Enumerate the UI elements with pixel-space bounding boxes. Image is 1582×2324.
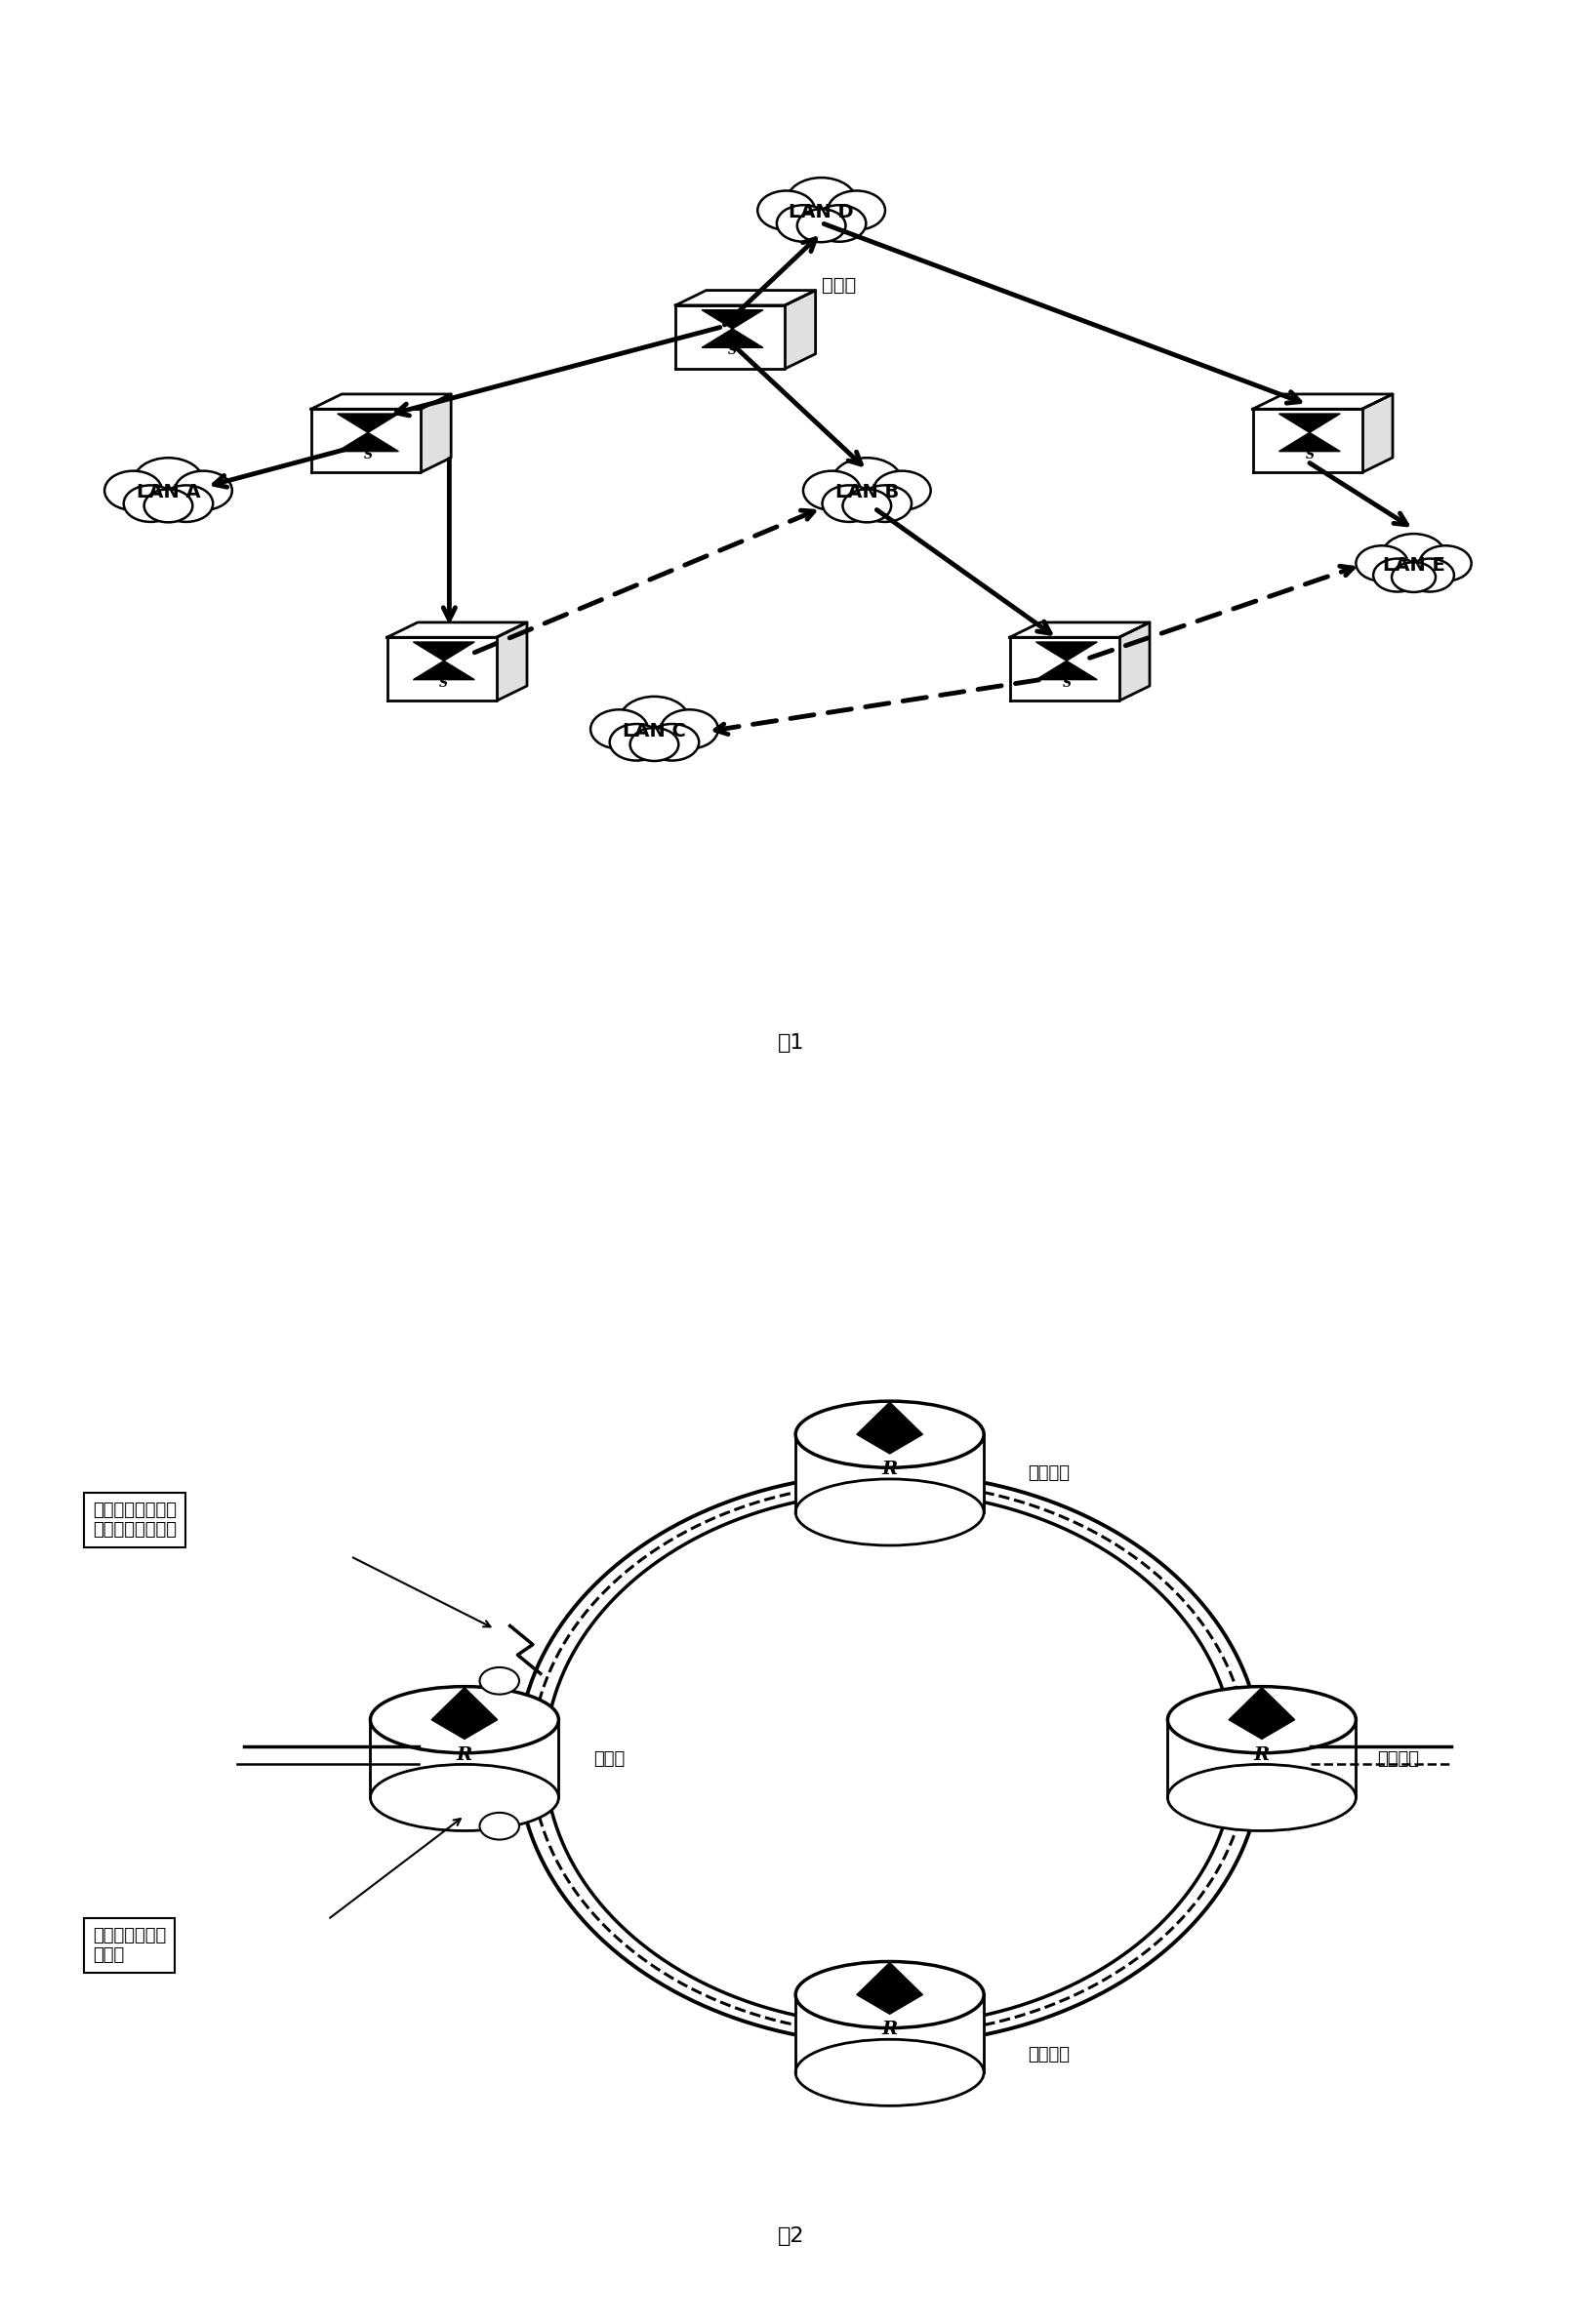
Circle shape — [123, 486, 177, 523]
Circle shape — [104, 472, 161, 511]
Circle shape — [832, 458, 902, 507]
Circle shape — [1373, 558, 1422, 593]
Circle shape — [661, 709, 718, 748]
Polygon shape — [676, 290, 816, 304]
Polygon shape — [857, 1961, 922, 2015]
Polygon shape — [337, 432, 399, 451]
Polygon shape — [312, 409, 421, 472]
Text: LAN E: LAN E — [1383, 555, 1444, 574]
Circle shape — [1405, 558, 1454, 593]
Text: 图1: 图1 — [778, 1032, 804, 1053]
Circle shape — [813, 205, 865, 242]
Ellipse shape — [796, 2040, 984, 2106]
Text: R: R — [881, 1462, 897, 1478]
Ellipse shape — [1168, 1687, 1356, 1752]
Circle shape — [645, 725, 699, 760]
Circle shape — [619, 697, 690, 744]
Circle shape — [857, 486, 911, 523]
Circle shape — [823, 486, 876, 523]
Polygon shape — [1009, 637, 1118, 702]
Circle shape — [786, 177, 856, 225]
Polygon shape — [312, 395, 451, 409]
Polygon shape — [421, 395, 451, 472]
Polygon shape — [388, 637, 497, 702]
Circle shape — [609, 725, 663, 760]
Polygon shape — [1253, 409, 1362, 472]
Circle shape — [1419, 546, 1471, 581]
Text: LAN D: LAN D — [789, 202, 854, 221]
Ellipse shape — [796, 1961, 984, 2029]
Text: 根节点: 根节点 — [821, 277, 856, 295]
Circle shape — [1392, 562, 1435, 593]
Polygon shape — [1278, 432, 1340, 451]
Text: S: S — [1305, 449, 1315, 460]
Text: 传输节点: 传输节点 — [1028, 2045, 1069, 2064]
Circle shape — [873, 472, 930, 511]
Text: 传输节点: 传输节点 — [1028, 1464, 1069, 1483]
Ellipse shape — [1168, 1764, 1356, 1831]
Circle shape — [797, 209, 846, 242]
Text: S: S — [1062, 676, 1071, 690]
Polygon shape — [1036, 641, 1098, 660]
Polygon shape — [785, 290, 816, 370]
Ellipse shape — [370, 1764, 558, 1831]
Circle shape — [590, 709, 649, 748]
Polygon shape — [857, 1401, 922, 1455]
Polygon shape — [676, 304, 785, 370]
Text: R: R — [881, 2022, 897, 2038]
Polygon shape — [413, 641, 475, 660]
FancyBboxPatch shape — [796, 1434, 984, 1513]
Circle shape — [758, 191, 815, 230]
Circle shape — [479, 1666, 519, 1694]
Circle shape — [827, 191, 886, 230]
Polygon shape — [1036, 660, 1098, 679]
Circle shape — [144, 488, 193, 523]
Ellipse shape — [370, 1687, 558, 1752]
Text: R: R — [1255, 1745, 1270, 1764]
Text: 链路故障，打开
副端口: 链路故障，打开 副端口 — [92, 1927, 166, 1964]
Text: R: R — [457, 1745, 473, 1764]
Polygon shape — [497, 623, 527, 702]
Polygon shape — [1118, 623, 1150, 702]
FancyBboxPatch shape — [1168, 1720, 1356, 1796]
Circle shape — [479, 1813, 519, 1841]
Circle shape — [630, 727, 679, 760]
Polygon shape — [337, 414, 399, 432]
Polygon shape — [1278, 414, 1340, 432]
Polygon shape — [388, 623, 527, 637]
Polygon shape — [702, 328, 763, 349]
Circle shape — [160, 486, 214, 523]
Text: LAN C: LAN C — [623, 723, 687, 741]
FancyBboxPatch shape — [370, 1720, 558, 1796]
Text: 主节点: 主节点 — [593, 1750, 625, 1769]
Polygon shape — [1362, 395, 1392, 472]
Text: LAN A: LAN A — [136, 483, 201, 502]
Polygon shape — [432, 1687, 497, 1738]
Text: 正常情况，主端口
工作，副端口阻塞: 正常情况，主端口 工作，副端口阻塞 — [92, 1501, 176, 1538]
Text: 图2: 图2 — [778, 2226, 804, 2245]
Circle shape — [804, 472, 861, 511]
FancyBboxPatch shape — [796, 1994, 984, 2073]
Circle shape — [1383, 535, 1446, 576]
Circle shape — [843, 488, 891, 523]
Polygon shape — [1229, 1687, 1294, 1738]
Circle shape — [174, 472, 233, 511]
Circle shape — [1356, 546, 1408, 581]
Text: LAN B: LAN B — [835, 483, 899, 502]
Text: S: S — [440, 676, 448, 690]
Circle shape — [777, 205, 831, 242]
Polygon shape — [1253, 395, 1392, 409]
Polygon shape — [413, 660, 475, 679]
Ellipse shape — [796, 1478, 984, 1545]
Text: 传输节点: 传输节点 — [1378, 1750, 1419, 1769]
Text: S: S — [728, 344, 737, 358]
Polygon shape — [1009, 623, 1150, 637]
Text: S: S — [364, 449, 372, 460]
Polygon shape — [702, 309, 763, 328]
Circle shape — [133, 458, 204, 507]
Ellipse shape — [796, 1401, 984, 1466]
